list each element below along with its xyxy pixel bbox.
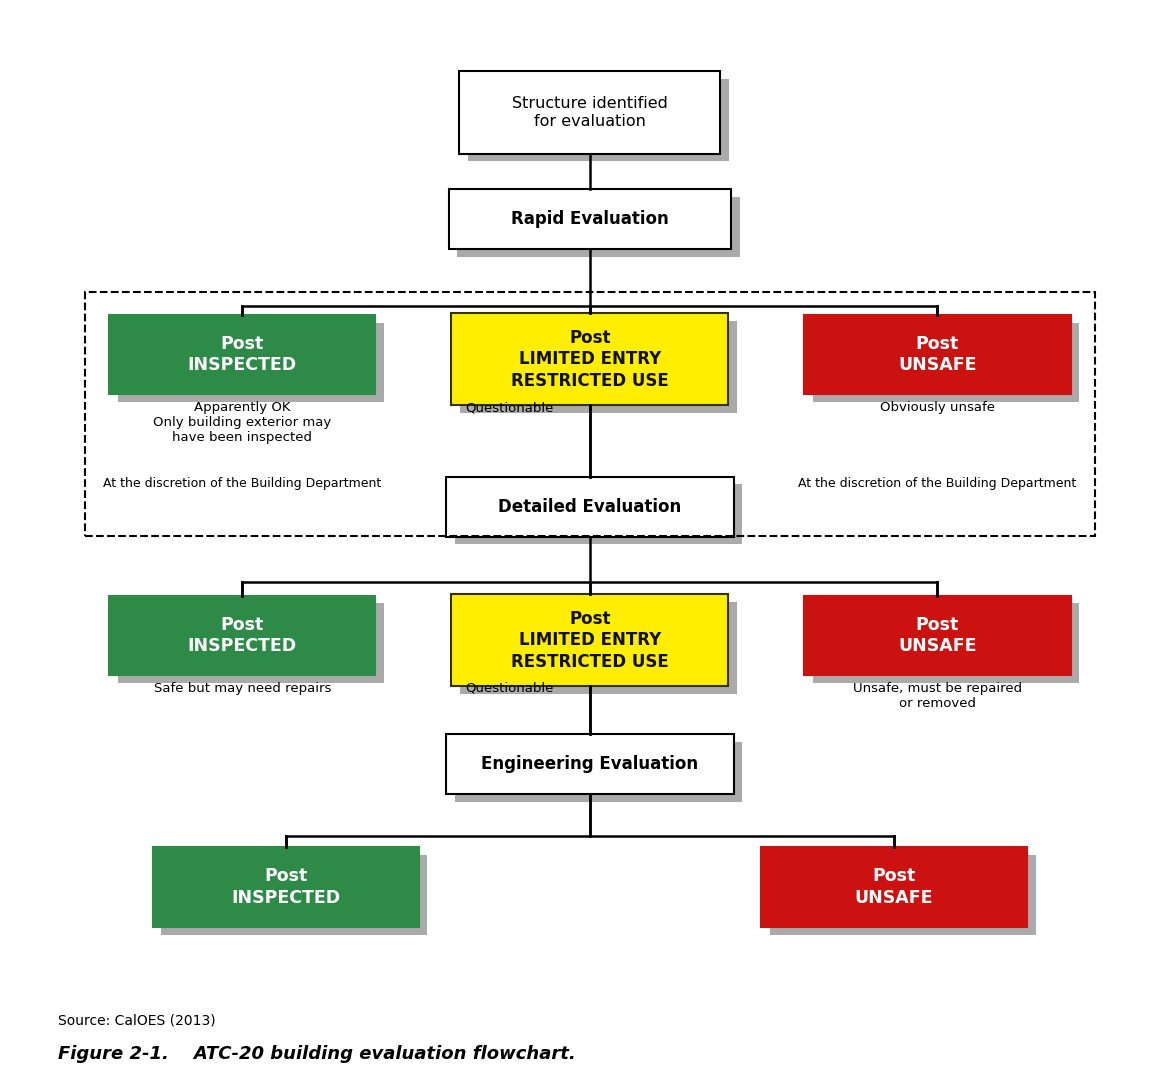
Text: Post
LIMITED ENTRY
RESTRICTED USE: Post LIMITED ENTRY RESTRICTED USE bbox=[510, 610, 669, 670]
FancyBboxPatch shape bbox=[813, 604, 1079, 683]
Text: Post
UNSAFE: Post UNSAFE bbox=[898, 615, 976, 655]
Text: Post
UNSAFE: Post UNSAFE bbox=[855, 867, 933, 907]
Text: Apparently OK
Only building exterior may
have been inspected: Apparently OK Only building exterior may… bbox=[153, 401, 332, 444]
Text: Post
INSPECTED: Post INSPECTED bbox=[188, 335, 297, 374]
Text: Post
INSPECTED: Post INSPECTED bbox=[188, 615, 297, 655]
Text: Post
LIMITED ENTRY
RESTRICTED USE: Post LIMITED ENTRY RESTRICTED USE bbox=[510, 329, 669, 390]
Bar bbox=[85, 292, 1094, 536]
Text: Obviously unsafe: Obviously unsafe bbox=[880, 401, 995, 414]
Text: Safe but may need repairs: Safe but may need repairs bbox=[153, 682, 331, 695]
FancyBboxPatch shape bbox=[109, 315, 375, 394]
FancyBboxPatch shape bbox=[161, 855, 427, 935]
FancyBboxPatch shape bbox=[813, 323, 1079, 402]
FancyBboxPatch shape bbox=[446, 734, 734, 794]
FancyBboxPatch shape bbox=[770, 855, 1036, 935]
FancyBboxPatch shape bbox=[449, 189, 731, 249]
Text: At the discretion of the Building Department: At the discretion of the Building Depart… bbox=[103, 477, 382, 490]
Text: Figure 2-1.    ATC-20 building evaluation flowchart.: Figure 2-1. ATC-20 building evaluation f… bbox=[58, 1045, 576, 1063]
FancyBboxPatch shape bbox=[459, 71, 721, 154]
Text: Structure identified
for evaluation: Structure identified for evaluation bbox=[512, 96, 668, 129]
Text: Rapid Evaluation: Rapid Evaluation bbox=[510, 210, 669, 228]
Text: At the discretion of the Building Department: At the discretion of the Building Depart… bbox=[798, 477, 1077, 490]
Text: Questionable: Questionable bbox=[465, 401, 554, 414]
FancyBboxPatch shape bbox=[760, 848, 1027, 926]
Text: Source: CalOES (2013): Source: CalOES (2013) bbox=[58, 1014, 216, 1028]
Text: Post
INSPECTED: Post INSPECTED bbox=[231, 867, 340, 907]
FancyBboxPatch shape bbox=[118, 323, 384, 402]
FancyBboxPatch shape bbox=[153, 848, 419, 926]
Text: Questionable: Questionable bbox=[465, 682, 554, 695]
FancyBboxPatch shape bbox=[460, 601, 737, 694]
FancyBboxPatch shape bbox=[805, 315, 1071, 394]
FancyBboxPatch shape bbox=[458, 197, 739, 257]
FancyBboxPatch shape bbox=[451, 594, 729, 686]
FancyBboxPatch shape bbox=[805, 596, 1071, 675]
FancyBboxPatch shape bbox=[446, 477, 734, 537]
FancyBboxPatch shape bbox=[454, 742, 743, 802]
Text: Post
UNSAFE: Post UNSAFE bbox=[898, 335, 976, 374]
FancyBboxPatch shape bbox=[118, 604, 384, 683]
Text: Detailed Evaluation: Detailed Evaluation bbox=[499, 497, 681, 515]
FancyBboxPatch shape bbox=[451, 313, 729, 406]
FancyBboxPatch shape bbox=[468, 79, 729, 161]
FancyBboxPatch shape bbox=[109, 596, 375, 675]
FancyBboxPatch shape bbox=[454, 484, 743, 544]
Text: Engineering Evaluation: Engineering Evaluation bbox=[481, 755, 698, 774]
Text: Unsafe, must be repaired
or removed: Unsafe, must be repaired or removed bbox=[853, 682, 1022, 710]
FancyBboxPatch shape bbox=[460, 321, 737, 413]
